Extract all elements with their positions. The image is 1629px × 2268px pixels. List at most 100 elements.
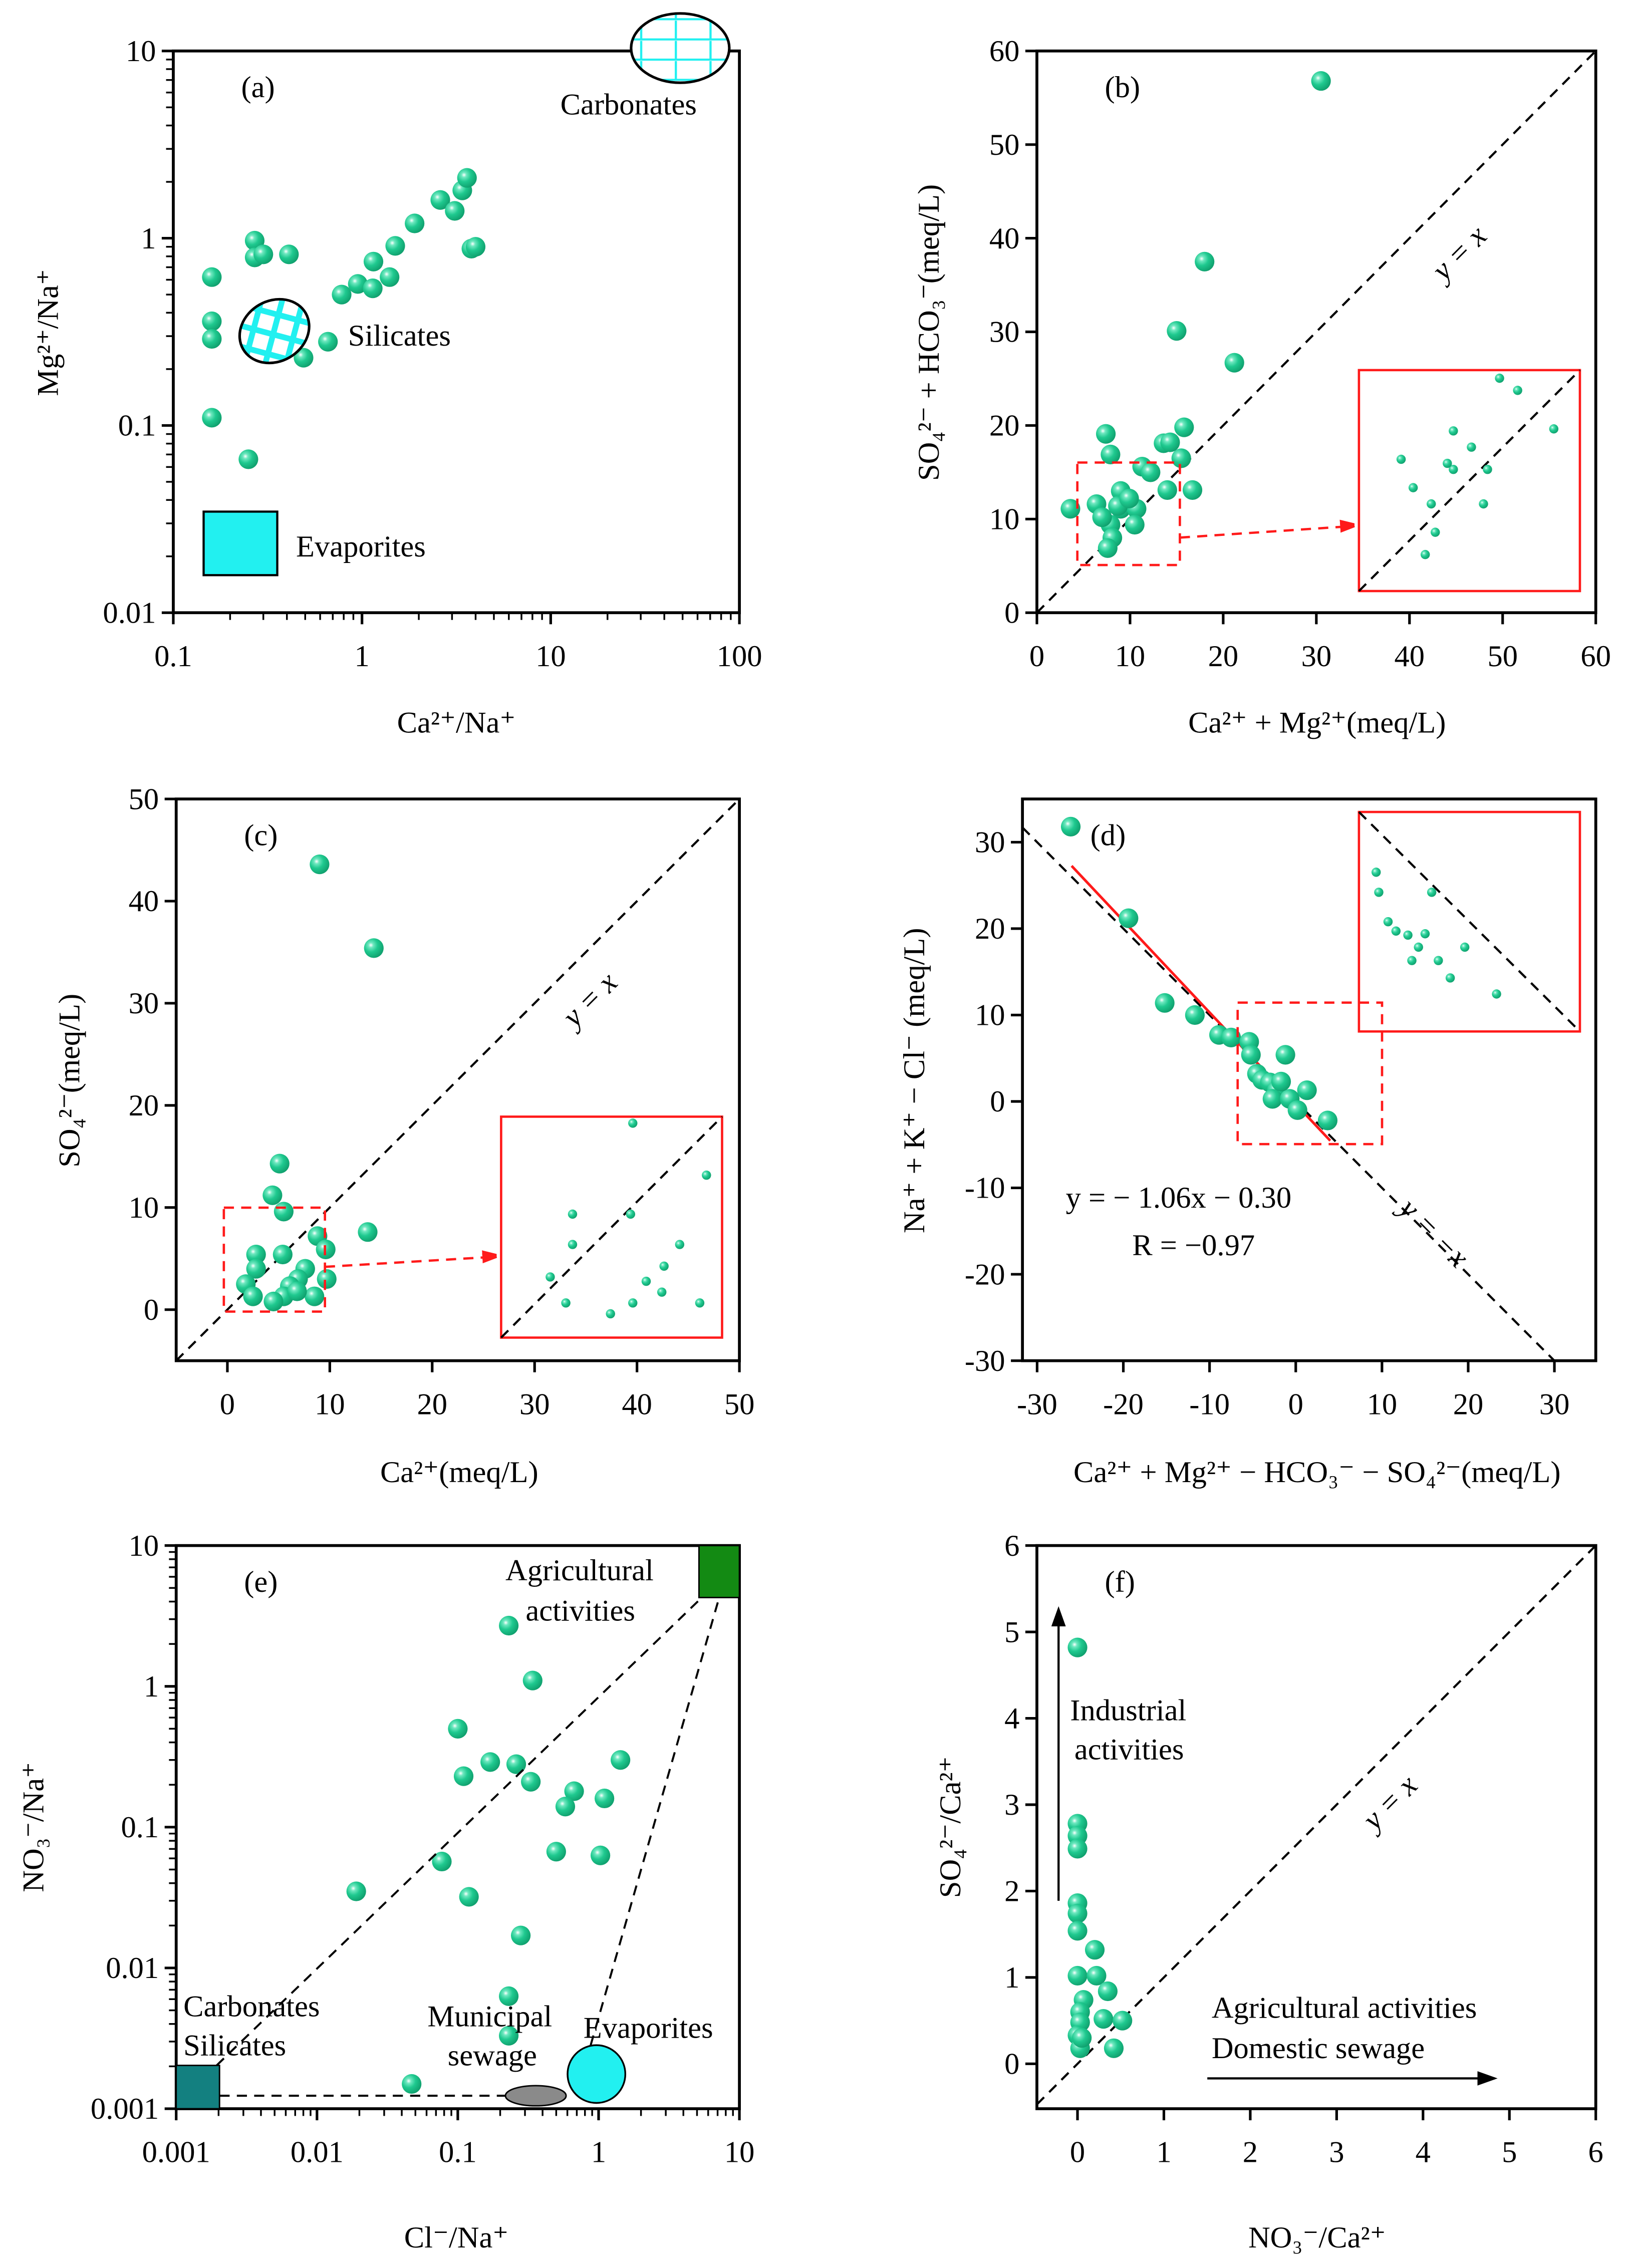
data-point xyxy=(1067,1921,1088,1941)
y-tick-label: 10 xyxy=(975,999,1005,1032)
plot-frame xyxy=(1035,1544,1597,2110)
x-tick-label: -10 xyxy=(1189,1387,1230,1421)
inset-data-point xyxy=(1427,499,1436,509)
data-point xyxy=(448,1719,468,1739)
x-axis-label: Cl⁻/Na⁺ xyxy=(404,2221,509,2254)
data-point xyxy=(385,236,405,256)
inset-data-point xyxy=(695,1298,705,1308)
x-tick-label: 30 xyxy=(1539,1387,1570,1421)
panel-c: 0 10 20 30 40 50 0 10 20 30 40 50 (c) xyxy=(129,782,755,1421)
inset-data-point xyxy=(1396,454,1406,464)
inset-data-point xyxy=(626,1209,636,1219)
data-point xyxy=(498,1615,519,1636)
data-point xyxy=(253,244,274,264)
x-axis-label: NO₃⁻/Ca²⁺ xyxy=(1248,2221,1386,2254)
x-tick-label: 30 xyxy=(1301,640,1332,673)
data-point xyxy=(445,201,465,221)
data-point xyxy=(1141,462,1161,482)
data-point xyxy=(1174,417,1194,437)
data-point xyxy=(202,408,222,428)
x-tick-label: 0.1 xyxy=(154,640,192,673)
panel-a: 0.1 1 10 100 0.01 0.1 1 10 (a) xyxy=(103,35,762,673)
inset-data-point xyxy=(657,1287,667,1297)
y-axis-label: SO₄²⁻/Ca²⁺ xyxy=(934,1756,967,1898)
industrial-label: Industrial xyxy=(1070,1693,1186,1727)
data-point xyxy=(1087,1965,1107,1986)
data-point xyxy=(1182,480,1203,500)
data-point xyxy=(1113,2011,1133,2031)
inset-data-point xyxy=(1467,442,1476,452)
data-point xyxy=(465,237,486,257)
inset-data-point xyxy=(1443,458,1452,468)
data-point xyxy=(202,267,222,287)
inset-data-point xyxy=(1391,926,1401,936)
data-point xyxy=(402,2074,422,2094)
x-tick-label: -20 xyxy=(1103,1387,1144,1421)
y-tick-label: -30 xyxy=(965,1344,1005,1378)
x-tick-label: 6 xyxy=(1588,2136,1603,2169)
data-point xyxy=(1155,993,1175,1013)
data-point xyxy=(294,348,314,368)
reference-line-label: y = x xyxy=(554,966,624,1036)
y-tick-label: 1 xyxy=(1004,1961,1019,1995)
data-point xyxy=(305,1286,325,1306)
data-point xyxy=(1275,1045,1295,1065)
data-point xyxy=(1067,1965,1088,1986)
x-tick-label: 20 xyxy=(417,1387,448,1421)
regression-r: R = −0.97 xyxy=(1132,1229,1255,1262)
x-tick-label: 1 xyxy=(1156,2136,1171,2169)
y-tick-label: 3 xyxy=(1004,1788,1019,1822)
data-point xyxy=(1287,1100,1307,1120)
data-point xyxy=(364,938,384,958)
agricultural-label: activities xyxy=(525,1594,635,1628)
panel-b: 0 10 20 30 40 50 60 0 10 20 30 40 50 60 (b) xyxy=(989,35,1611,673)
data-point xyxy=(590,1845,611,1865)
data-point xyxy=(1101,444,1121,464)
inset-data-point xyxy=(1383,917,1393,927)
data-point xyxy=(1297,1080,1317,1100)
x-tick-label: 0 xyxy=(220,1387,235,1421)
data-point xyxy=(1167,321,1187,341)
inset-data-point xyxy=(1445,973,1455,983)
reference-line xyxy=(175,798,740,1362)
agricultural-label: Agricultural activities xyxy=(1212,1991,1477,2025)
x-tick-label: 10 xyxy=(315,1387,345,1421)
carbonates-silicates-endmember xyxy=(175,2065,220,2110)
data-point xyxy=(246,1244,266,1265)
inset-data-point xyxy=(702,1170,711,1180)
data-point xyxy=(432,1851,452,1872)
x-tick-label: 0.1 xyxy=(439,2136,477,2169)
x-tick-label: 60 xyxy=(1580,640,1611,673)
data-point xyxy=(246,1259,266,1279)
data-point xyxy=(274,1202,294,1222)
panel-f: 0 1 2 3 4 5 6 0 1 2 3 4 5 6 (f) xyxy=(1004,1529,1603,2169)
inset-data-point xyxy=(546,1272,555,1282)
data-point xyxy=(1271,1071,1291,1091)
inset-data-point xyxy=(561,1298,571,1308)
data-point xyxy=(1072,2028,1092,2048)
data-point xyxy=(498,1986,519,2006)
inset-data-point xyxy=(628,1118,638,1128)
x-tick-label: 10 xyxy=(1115,640,1146,673)
domestic-sewage-label: Domestic sewage xyxy=(1212,2032,1425,2065)
y-tick-label: 10 xyxy=(129,1529,159,1563)
x-tick-label: 2 xyxy=(1243,2136,1258,2169)
inset-data-point xyxy=(1371,868,1381,877)
data-point xyxy=(1221,1027,1241,1047)
x-tick-label: 3 xyxy=(1329,2136,1344,2169)
data-point xyxy=(273,1244,293,1265)
data-point xyxy=(1195,251,1215,271)
carbonates-label: Carbonates xyxy=(561,88,697,122)
inset-data-point xyxy=(1420,929,1430,939)
evaporites-region xyxy=(202,510,279,577)
inset-data-point xyxy=(1549,424,1559,434)
x-tick-label: 50 xyxy=(1487,640,1518,673)
sewage-label: sewage xyxy=(448,2039,537,2073)
mixing-line xyxy=(216,1596,703,2066)
data-point xyxy=(262,1185,283,1205)
x-tick-label: 10 xyxy=(724,2136,755,2169)
x-tick-label: 1 xyxy=(355,640,370,673)
inset-data-point xyxy=(641,1276,651,1286)
data-point xyxy=(564,1781,584,1801)
data-point xyxy=(1060,816,1081,836)
